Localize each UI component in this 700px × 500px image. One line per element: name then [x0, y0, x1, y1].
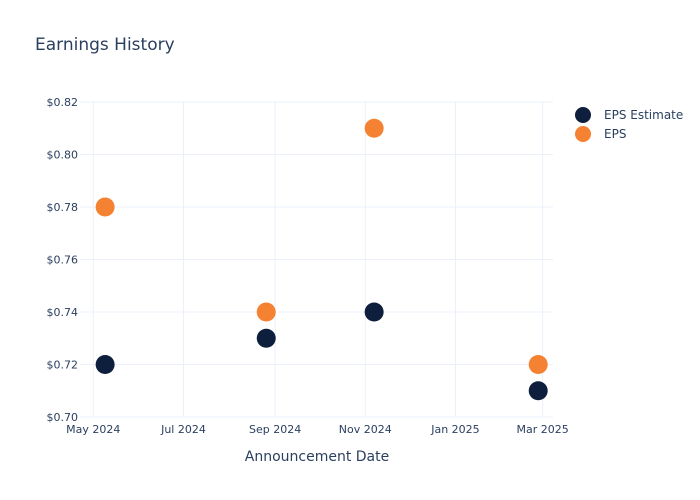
- x-tick-label: Sep 2024: [249, 423, 301, 436]
- data-point-eps[interactable]: [256, 302, 276, 322]
- data-points: [95, 118, 548, 401]
- data-point-eps-estimate[interactable]: [528, 381, 548, 401]
- y-tick-label: $0.72: [47, 359, 79, 372]
- x-tick-label: May 2024: [66, 423, 120, 436]
- legend-item[interactable]: EPS: [575, 126, 626, 142]
- x-tick-label: Mar 2025: [517, 423, 569, 436]
- data-point-eps-estimate[interactable]: [364, 302, 384, 322]
- grid: [80, 101, 553, 418]
- chart-title: Earnings History: [35, 35, 175, 55]
- legend-item[interactable]: EPS Estimate: [575, 107, 683, 123]
- x-tick-label: Jul 2024: [160, 423, 206, 436]
- y-axis-ticks: $0.70 $0.72 $0.74 $0.76 $0.78 $0.80 $0.82: [47, 96, 79, 424]
- legend-marker: [575, 126, 591, 142]
- y-tick-label: $0.70: [47, 411, 79, 424]
- legend-marker: [575, 107, 591, 123]
- x-tick-label: Jan 2025: [430, 423, 479, 436]
- data-point-eps[interactable]: [364, 118, 384, 138]
- y-tick-label: $0.74: [47, 306, 79, 319]
- y-tick-label: $0.80: [47, 149, 79, 162]
- data-point-eps[interactable]: [528, 355, 548, 374]
- x-tick-label: Nov 2024: [339, 423, 392, 436]
- y-tick-label: $0.82: [47, 96, 79, 109]
- y-tick-label: $0.76: [47, 254, 79, 267]
- x-axis-ticks: May 2024 Jul 2024 Sep 2024 Nov 2024 Jan 2025…: [66, 423, 569, 436]
- legend[interactable]: EPS Estimate EPS: [575, 107, 683, 142]
- data-point-eps[interactable]: [95, 197, 115, 217]
- data-point-eps-estimate[interactable]: [95, 355, 115, 374]
- x-axis-title: Announcement Date: [245, 449, 389, 465]
- legend-label: EPS: [604, 127, 626, 141]
- data-point-eps-estimate[interactable]: [256, 328, 276, 348]
- y-tick-label: $0.78: [47, 201, 79, 214]
- legend-label: EPS Estimate: [604, 108, 683, 122]
